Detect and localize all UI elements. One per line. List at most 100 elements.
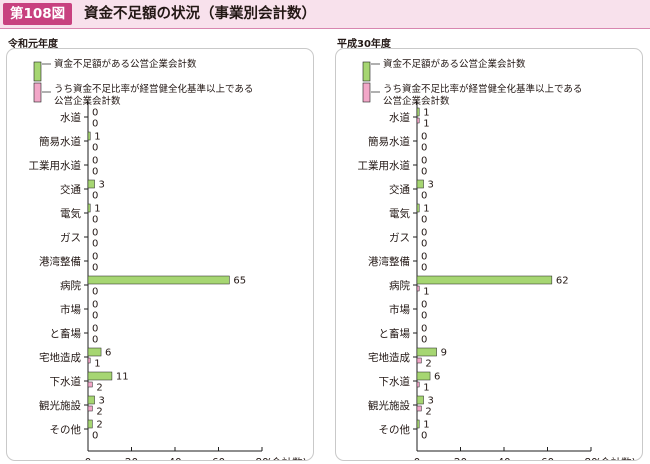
- data-label-pink: 0: [92, 167, 98, 178]
- category-label-cat-12: 観光施設: [39, 399, 81, 412]
- data-label-pink: 0: [92, 263, 98, 274]
- data-label-pink: 0: [92, 215, 98, 226]
- category-label-cat-4: 電気: [389, 207, 410, 220]
- data-label-green: 2: [96, 420, 102, 431]
- category-label-cat-9: と畜場: [379, 327, 411, 340]
- bar-green: [416, 179, 424, 189]
- bar-green: [416, 347, 437, 357]
- data-label-green: 1: [423, 108, 429, 119]
- data-label-green: 3: [99, 396, 105, 407]
- data-label-pink: 0: [92, 335, 98, 346]
- bar-green: [87, 395, 95, 405]
- data-label-green: 3: [428, 396, 434, 407]
- data-label-green: 9: [441, 348, 447, 359]
- x-tick-label: 0: [85, 457, 92, 460]
- category-label-cat-9: と畜場: [50, 327, 82, 340]
- data-label-pink: 2: [96, 383, 102, 394]
- bar-green: [87, 371, 113, 381]
- legend-label-pink: うち資金不足比率が経営健全化基準以上である: [383, 83, 582, 95]
- data-label-pink: 1: [423, 287, 429, 298]
- x-tick-label: 80: [255, 457, 268, 460]
- data-label-green: 1: [94, 132, 100, 143]
- data-label-green: 0: [92, 300, 98, 311]
- data-label-pink: 2: [425, 359, 431, 370]
- data-label-green: 6: [105, 348, 111, 359]
- data-label-green: 0: [92, 156, 98, 167]
- data-label-green: 0: [421, 156, 427, 167]
- panel-title-left: 令和元年度: [8, 39, 58, 50]
- bar-pink: [416, 381, 420, 388]
- data-label-pink: 0: [421, 167, 427, 178]
- data-label-green: 0: [92, 108, 98, 119]
- category-label-cat-10: 宅地造成: [368, 351, 410, 364]
- bar-green: [87, 179, 95, 189]
- category-label-cat-11: 下水道: [50, 375, 82, 388]
- bar-pink: [87, 381, 93, 388]
- category-label-cat-0: 水道: [60, 111, 81, 124]
- category-label-cat-8: 市場: [389, 303, 410, 316]
- bar-pink: [87, 405, 93, 412]
- chart-panel-left: 資金不足額がある公営企業会計数 うち資金不足比率が経営健全化基準以上である 公営企業…: [6, 48, 314, 461]
- figure-title: 資金不足額の状況（事業別会計数）: [84, 6, 316, 22]
- bar-green: [87, 419, 93, 429]
- data-label-green: 0: [421, 300, 427, 311]
- data-label-green: 1: [423, 204, 429, 215]
- bar-green: [87, 203, 91, 213]
- data-label-green: 3: [428, 180, 434, 191]
- data-label-pink: 0: [421, 263, 427, 274]
- x-tick-label: 60: [541, 457, 554, 460]
- data-label-pink: 0: [421, 143, 427, 154]
- legend-swatch-pink: [362, 82, 371, 103]
- data-label-pink: 0: [421, 239, 427, 250]
- category-label-cat-13: その他: [379, 423, 411, 436]
- x-tick-label: 80: [584, 457, 597, 460]
- data-label-pink: 0: [421, 431, 427, 442]
- bar-green: [87, 347, 102, 357]
- legend-label-pink: うち資金不足比率が経営健全化基準以上である: [54, 83, 253, 95]
- category-label-cat-4: 電気: [60, 207, 81, 220]
- category-label-cat-1: 簡易水道: [39, 135, 81, 148]
- figure-number-badge: 第108図: [3, 3, 73, 25]
- category-label-cat-5: ガス: [60, 232, 81, 244]
- bar-green: [416, 371, 431, 381]
- x-tick-label: 60: [212, 457, 225, 460]
- data-label-pink: 0: [421, 191, 427, 202]
- category-label-cat-6: 港湾整備: [368, 255, 410, 268]
- category-label-cat-6: 港湾整備: [39, 255, 81, 268]
- legend-swatch-green: [362, 61, 371, 82]
- bar-pink: [416, 117, 420, 124]
- category-label-cat-2: 工業用水道: [29, 159, 82, 172]
- data-label-pink: 2: [96, 407, 102, 418]
- x-tick-label: 20: [454, 457, 467, 460]
- x-tick-label: 40: [168, 457, 181, 460]
- data-label-green: 1: [94, 204, 100, 215]
- data-label-pink: 0: [92, 191, 98, 202]
- bar-pink: [87, 357, 91, 364]
- bar-pink: [416, 357, 422, 364]
- x-tick-label: 40: [497, 457, 510, 460]
- data-label-pink: 0: [92, 311, 98, 322]
- bar-green: [416, 395, 424, 405]
- category-label-cat-1: 簡易水道: [368, 135, 410, 148]
- x-axis-unit: (会計数): [596, 456, 636, 460]
- bar-green: [87, 275, 230, 285]
- category-label-cat-7: 病院: [60, 279, 81, 292]
- x-axis-unit: (会計数): [267, 456, 307, 460]
- data-label-green: 1: [423, 420, 429, 431]
- data-label-green: 0: [421, 324, 427, 335]
- legend-label-green: 資金不足額がある公営企業会計数: [54, 58, 197, 70]
- panel-title-right: 平成30年度: [337, 39, 391, 50]
- data-label-pink: 0: [92, 239, 98, 250]
- x-tick-label: 0: [414, 457, 421, 460]
- category-label-cat-3: 交通: [60, 183, 81, 196]
- data-label-pink: 0: [92, 119, 98, 130]
- data-label-pink: 0: [421, 215, 427, 226]
- category-label-cat-2: 工業用水道: [358, 159, 411, 172]
- chart-panel-right: 資金不足額がある公営企業会計数 うち資金不足比率が経営健全化基準以上である 公営企業…: [335, 48, 643, 461]
- bar-green: [416, 275, 553, 285]
- data-label-pink: 1: [94, 359, 100, 370]
- bar-pink: [416, 405, 422, 412]
- legend-swatch-pink: [33, 82, 42, 103]
- data-label-green: 3: [99, 180, 105, 191]
- category-label-cat-0: 水道: [389, 111, 410, 124]
